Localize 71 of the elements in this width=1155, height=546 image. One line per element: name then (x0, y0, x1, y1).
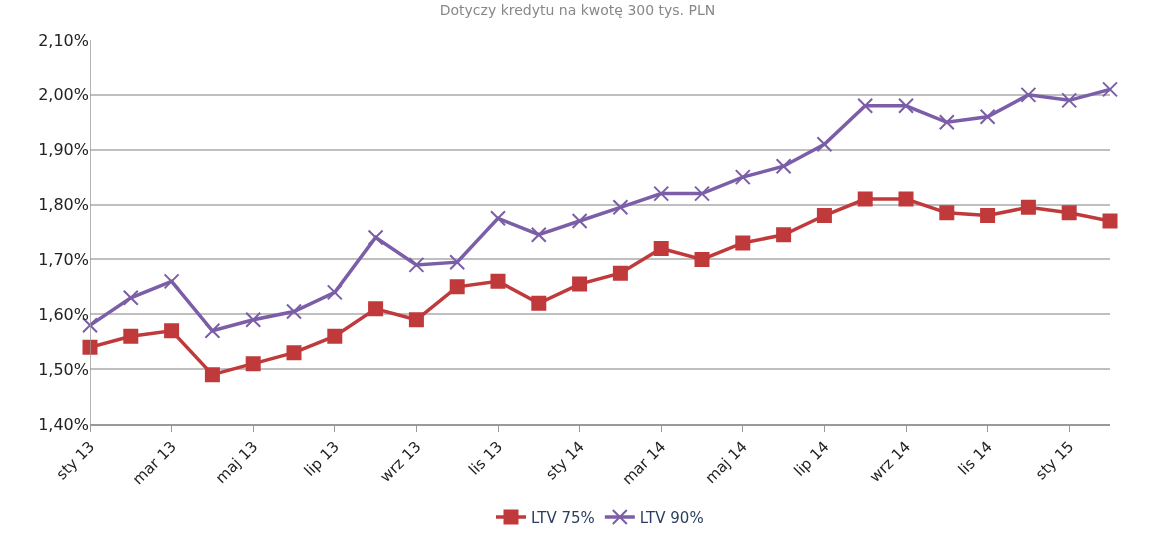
point (531, 295, 547, 311)
x-tick-label: lis 14 (954, 437, 996, 479)
point (326, 284, 343, 301)
y-tick-label: 1,70% (38, 250, 89, 270)
y-tick-label: 2,10% (38, 30, 89, 50)
y-tick-label: 2,00% (38, 85, 89, 105)
point (980, 208, 996, 224)
point (368, 301, 384, 317)
x-tick-label: lip 13 (300, 437, 343, 480)
x-tick-label: lip 14 (790, 437, 833, 480)
point (408, 312, 424, 328)
point (1020, 199, 1036, 215)
point (204, 367, 220, 383)
y-tick-label: 1,90% (38, 140, 89, 160)
point (898, 191, 914, 207)
point (449, 279, 465, 295)
point (653, 185, 670, 202)
y-tick-label: 1,60% (38, 304, 89, 324)
point (408, 256, 425, 273)
point (490, 210, 506, 227)
point (572, 276, 588, 292)
point (164, 323, 180, 339)
point (245, 311, 262, 328)
point (245, 356, 261, 372)
point (816, 208, 832, 224)
x-tick-label: wrz 13 (376, 437, 425, 486)
point (776, 227, 792, 243)
point (286, 303, 302, 320)
x-tick-label: sty 13 (52, 437, 99, 484)
point (204, 322, 221, 339)
point (939, 205, 955, 221)
point (979, 108, 996, 125)
point (123, 328, 139, 344)
point (122, 289, 139, 306)
point (694, 251, 710, 267)
point (857, 191, 873, 207)
point (857, 97, 874, 114)
point (367, 229, 384, 246)
x-tick-label: lis 13 (465, 437, 507, 479)
point (612, 199, 629, 216)
point (1102, 81, 1118, 98)
point (82, 339, 98, 355)
point (1061, 92, 1078, 109)
point (1061, 205, 1077, 221)
point (449, 254, 466, 271)
x-tick-label: sty 15 (1031, 437, 1078, 484)
point (490, 273, 506, 289)
point (163, 273, 180, 290)
point (286, 345, 302, 361)
point (938, 114, 955, 131)
point (735, 235, 751, 251)
point (327, 328, 343, 344)
y-tick-label: 1,50% (38, 359, 89, 379)
point (775, 158, 792, 175)
legend-label: LTV 75% (531, 508, 595, 527)
point (530, 226, 547, 243)
point (816, 136, 833, 153)
point (734, 169, 751, 186)
point (571, 213, 588, 230)
legend-label: LTV 90% (639, 508, 704, 527)
chart-subtitle: Dotyczy kredytu na kwotę 300 tys. PLN (439, 2, 716, 19)
y-tick-label: 1,80% (38, 195, 89, 215)
y-tick-label: 1,40% (38, 414, 89, 434)
point (694, 185, 710, 202)
x-tick-label: sty 14 (542, 437, 588, 484)
point (653, 240, 669, 256)
point (612, 265, 628, 281)
x-tick-label: wrz 14 (865, 437, 915, 486)
point (1020, 86, 1037, 103)
point (1102, 213, 1118, 229)
point (898, 97, 914, 114)
